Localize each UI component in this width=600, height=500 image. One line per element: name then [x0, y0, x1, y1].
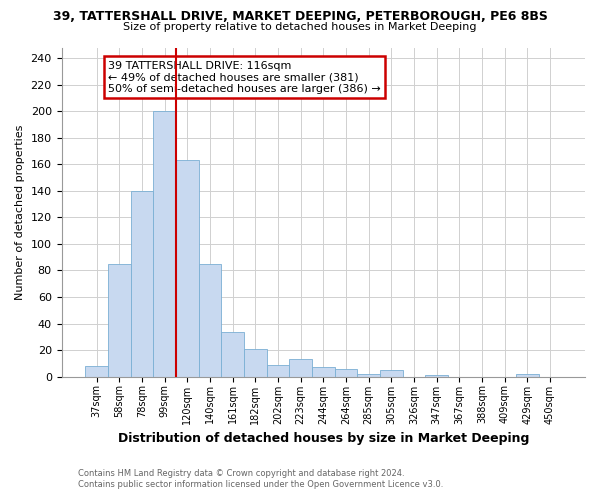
Bar — [335, 368, 357, 376]
Text: 39, TATTERSHALL DRIVE, MARKET DEEPING, PETERBOROUGH, PE6 8BS: 39, TATTERSHALL DRIVE, MARKET DEEPING, P… — [53, 10, 547, 23]
Text: Size of property relative to detached houses in Market Deeping: Size of property relative to detached ho… — [123, 22, 477, 32]
Bar — [289, 360, 312, 376]
Bar — [380, 370, 403, 376]
Bar — [357, 374, 380, 376]
Bar — [244, 349, 266, 376]
Y-axis label: Number of detached properties: Number of detached properties — [15, 124, 25, 300]
Bar — [199, 264, 221, 376]
Bar — [221, 332, 244, 376]
Bar — [516, 374, 539, 376]
Bar — [154, 111, 176, 376]
Text: Contains public sector information licensed under the Open Government Licence v3: Contains public sector information licen… — [78, 480, 443, 489]
Bar — [85, 366, 108, 376]
Bar — [312, 368, 335, 376]
Text: Contains HM Land Registry data © Crown copyright and database right 2024.: Contains HM Land Registry data © Crown c… — [78, 468, 404, 477]
Bar — [131, 191, 154, 376]
Bar — [266, 364, 289, 376]
Bar — [108, 264, 131, 376]
Bar — [176, 160, 199, 376]
X-axis label: Distribution of detached houses by size in Market Deeping: Distribution of detached houses by size … — [118, 432, 529, 445]
Text: 39 TATTERSHALL DRIVE: 116sqm
← 49% of detached houses are smaller (381)
50% of s: 39 TATTERSHALL DRIVE: 116sqm ← 49% of de… — [108, 61, 381, 94]
